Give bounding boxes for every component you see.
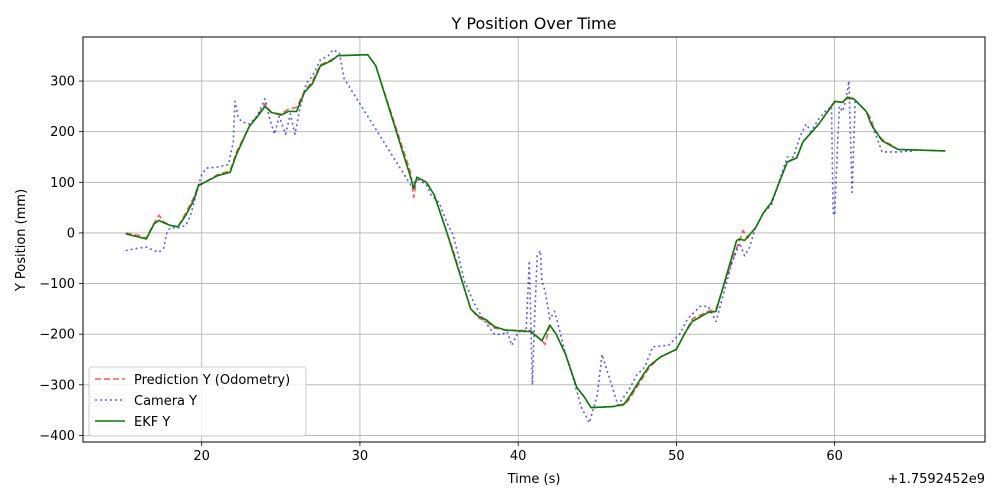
legend-box: [88, 366, 307, 437]
axis-ticks: 20 30 40 50 60 −400 −300 −200 −100 0 100 200 300: [39, 75, 843, 464]
y-tick-label: 300: [50, 75, 75, 90]
y-tick-label: 0: [67, 226, 75, 241]
x-axis-label: Time (s): [507, 472, 561, 487]
x-tick-label: 50: [668, 449, 685, 464]
y-tick-label: −400: [39, 429, 75, 444]
y-tick-label: 200: [50, 125, 75, 140]
ekf-y-line: [125, 53, 946, 409]
y-axis-label: Y Position (mm): [14, 189, 29, 292]
grid-lines: [83, 37, 985, 442]
x-tick-label: 60: [826, 449, 843, 464]
y-tick-label: 100: [50, 176, 75, 191]
series-lines: [125, 48, 946, 424]
legend: Prediction Y (Odometry) Camera Y EKF Y: [88, 366, 307, 437]
y-tick-label: −200: [39, 328, 75, 343]
plot-frame: [82, 36, 986, 443]
x-tick-label: 40: [510, 449, 527, 464]
camera-y-line: [125, 48, 914, 424]
legend-label-ekf: EKF Y: [134, 415, 170, 430]
chart-title: Y Position Over Time: [451, 14, 617, 33]
y-tick-label: −100: [39, 277, 75, 292]
x-offset-label: +1.7592452e9: [888, 472, 985, 487]
x-tick-label: 30: [352, 449, 369, 464]
x-tick-label: 20: [193, 449, 210, 464]
legend-label-camera: Camera Y: [134, 394, 197, 409]
legend-label-prediction: Prediction Y (Odometry): [134, 373, 290, 388]
y-tick-label: −300: [39, 378, 75, 393]
